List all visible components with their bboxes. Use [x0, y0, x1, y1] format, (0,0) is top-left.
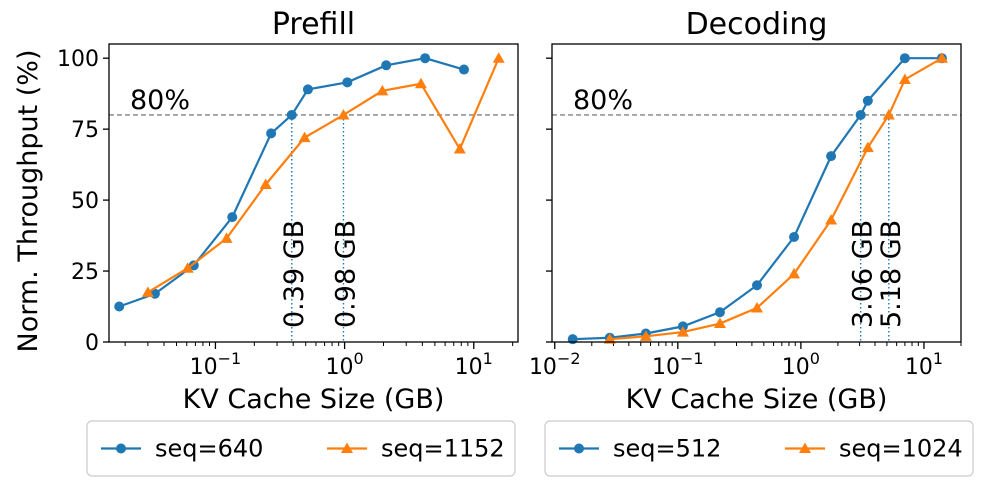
- panel-title: Decoding: [686, 7, 828, 42]
- series-line-seq=512: [572, 57, 942, 341]
- data-point-seq=512: [752, 280, 763, 291]
- legend-label: seq=512: [613, 435, 721, 463]
- data-point-seq=512: [789, 231, 800, 242]
- x-axis-title: KV Cache Size (GB): [626, 384, 888, 415]
- data-point-seq=1024: [935, 52, 948, 63]
- data-point-seq=1024: [788, 267, 801, 279]
- data-point-seq=640: [302, 84, 313, 95]
- data-point-seq=1152: [453, 143, 466, 154]
- x-tick-label: 10−1: [190, 349, 242, 380]
- data-point-seq=1152: [141, 286, 154, 297]
- x-axis-title: KV Cache Size (GB): [183, 384, 445, 415]
- data-point-seq=1152: [414, 77, 427, 89]
- x-tick-label: 100: [782, 349, 820, 380]
- data-point-seq=512: [714, 307, 725, 318]
- y-tick-label: 100: [57, 47, 99, 72]
- legend-box: [544, 420, 974, 477]
- data-point-seq=640: [458, 64, 469, 75]
- annotation-label: 3.06 GB: [848, 220, 879, 328]
- y-tick-label: 0: [85, 331, 99, 356]
- x-tick-label: 10−1: [652, 349, 704, 380]
- x-tick-label: 100: [326, 349, 364, 380]
- data-point-seq=1152: [376, 84, 389, 96]
- legend-box: [86, 420, 516, 477]
- x-tick-label: 101: [905, 349, 943, 380]
- x-tick-label: 10−2: [529, 349, 581, 380]
- data-point-seq=1024: [825, 213, 838, 225]
- y-tick-label: 75: [71, 118, 99, 143]
- data-point-seq=1024: [676, 326, 689, 337]
- axes-frame: [108, 43, 519, 343]
- panel-decoding: Decoding 10−2 10−1 100 101 KV Cache Size (GB)…: [529, 7, 974, 477]
- data-point-seq=512: [567, 334, 578, 345]
- y-tick-label: 50: [71, 189, 99, 214]
- annotation-label: 5.18 GB: [876, 220, 907, 328]
- data-point-seq=1024: [713, 317, 726, 329]
- axes-frame: [551, 43, 962, 343]
- data-point-seq=640: [420, 53, 431, 64]
- data-point-seq=1024: [861, 141, 874, 153]
- data-point-seq=640: [227, 212, 238, 223]
- data-point-seq=640: [286, 109, 297, 120]
- data-point-seq=1024: [639, 330, 652, 341]
- legend-marker: [116, 443, 126, 454]
- data-point-seq=512: [855, 109, 866, 120]
- data-point-seq=640: [266, 128, 277, 139]
- data-point-seq=1152: [220, 232, 233, 243]
- data-point-seq=640: [381, 60, 392, 71]
- data-point-seq=1024: [603, 333, 616, 344]
- legend-marker: [574, 443, 584, 454]
- y-tick-label: 25: [71, 260, 99, 285]
- data-point-seq=512: [899, 53, 910, 64]
- data-point-seq=1152: [492, 52, 505, 63]
- reference-label: 80%: [573, 85, 633, 116]
- data-point-seq=1024: [751, 301, 764, 313]
- data-point-seq=1152: [181, 262, 194, 273]
- data-point-seq=1152: [298, 131, 311, 143]
- data-point-seq=1152: [259, 178, 272, 189]
- data-point-seq=1152: [337, 108, 350, 120]
- data-point-seq=512: [826, 151, 837, 162]
- data-point-seq=1024: [898, 73, 911, 84]
- data-point-seq=640: [114, 301, 125, 312]
- legend-label: seq=640: [155, 435, 263, 463]
- legend-marker: [799, 442, 811, 453]
- y-axis-title: Norm. Throughput (%): [13, 50, 44, 353]
- x-tick-label: 101: [455, 349, 493, 380]
- annotation-label: 0.98 GB: [330, 220, 361, 328]
- data-point-seq=512: [862, 95, 873, 106]
- legend-marker: [341, 442, 353, 453]
- panel-title: Prefill: [272, 7, 355, 42]
- legend-label: seq=1152: [381, 435, 505, 463]
- annotation-label: 0.39 GB: [279, 220, 310, 328]
- reference-label: 80%: [130, 85, 190, 116]
- panel-prefill: Prefill 0 25 50 75 100 10−1 100 101 KV Cache Size…: [57, 7, 519, 477]
- series-line-seq=1152: [147, 57, 500, 294]
- data-point-seq=1024: [882, 108, 895, 120]
- data-point-seq=640: [342, 77, 353, 88]
- legend-label: seq=1024: [839, 435, 963, 463]
